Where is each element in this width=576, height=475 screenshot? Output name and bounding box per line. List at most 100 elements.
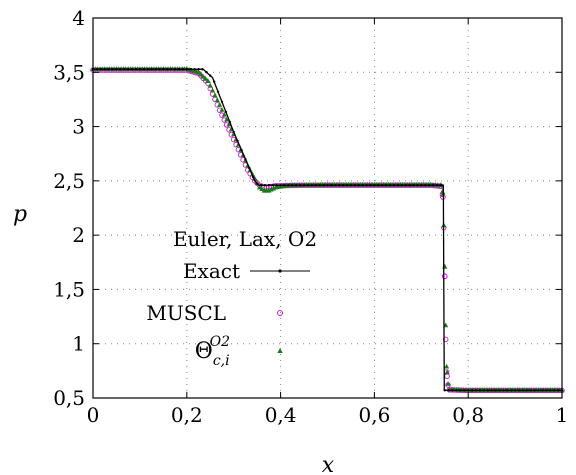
point-exact <box>99 68 103 71</box>
point-exact <box>377 184 380 187</box>
x-axis-label: x <box>322 453 335 475</box>
point-exact <box>216 90 220 93</box>
x-tick-label: 0,6 <box>358 403 390 427</box>
point-exact <box>341 184 345 187</box>
point-theta <box>226 121 232 127</box>
point-exact <box>412 184 415 187</box>
point-exact <box>490 389 493 392</box>
point-exact <box>263 184 267 187</box>
point-exact <box>107 68 110 71</box>
point-exact <box>228 120 231 124</box>
point-exact <box>373 184 376 187</box>
legend-marker-theta <box>277 348 283 353</box>
point-exact <box>205 70 208 74</box>
x-tick-label: 0,2 <box>171 403 203 427</box>
point-exact <box>470 389 474 392</box>
point-exact <box>424 184 427 187</box>
point-exact <box>306 184 310 187</box>
tick-labels: 0 0,2 0,4 0,6 0,8 1 0,5 1 1,5 2 2,5 3 3,5 4 <box>53 6 568 427</box>
point-exact <box>189 68 192 71</box>
point-exact <box>244 157 247 161</box>
legend-label-exact: Exact <box>183 259 240 283</box>
legend: Euler, Lax, O2 Exact MUSCL Θc,iO2 <box>146 227 317 369</box>
legend-marker-exact <box>278 269 282 273</box>
point-exact <box>326 184 329 187</box>
legend-marker-muscl <box>277 310 283 316</box>
point-exact <box>525 389 529 392</box>
x-tick-label: 0 <box>87 403 100 427</box>
point-exact <box>142 68 146 71</box>
legend-label-theta: Θc,iO2 <box>195 334 230 369</box>
point-exact <box>431 184 435 187</box>
point-theta <box>259 186 265 191</box>
x-tick-label: 0,4 <box>265 403 297 427</box>
point-exact <box>310 184 314 187</box>
point-exact <box>197 68 200 71</box>
point-exact <box>291 184 294 187</box>
point-exact <box>177 68 181 71</box>
exact-line <box>93 68 562 391</box>
point-exact <box>232 130 235 134</box>
point-exact <box>103 68 106 71</box>
point-exact <box>295 184 298 187</box>
x-tick-label: 1 <box>556 403 569 427</box>
point-theta <box>444 369 450 375</box>
point-exact <box>166 68 169 71</box>
point-exact <box>556 389 560 392</box>
point-exact <box>451 389 454 392</box>
point-exact <box>345 184 349 187</box>
point-exact <box>236 139 239 143</box>
point-exact <box>119 68 122 71</box>
point-muscl <box>442 336 449 343</box>
point-exact <box>498 389 501 392</box>
point-theta <box>205 78 211 83</box>
point-exact <box>404 184 407 187</box>
point-exact <box>400 184 403 187</box>
point-exact <box>169 68 173 71</box>
y-tick-label: 3,5 <box>53 60 85 84</box>
point-theta <box>198 71 204 77</box>
point-exact <box>123 68 126 71</box>
point-exact <box>181 68 185 71</box>
point-exact <box>396 184 400 187</box>
point-exact <box>506 389 509 392</box>
point-exact <box>271 184 274 187</box>
y-tick-label: 1,5 <box>53 277 85 301</box>
point-exact <box>212 80 216 83</box>
point-exact <box>416 184 419 187</box>
point-exact <box>494 389 497 392</box>
point-exact <box>193 68 196 71</box>
point-exact <box>267 184 271 187</box>
point-exact <box>467 389 470 392</box>
point-exact <box>537 389 540 392</box>
point-exact <box>255 182 259 185</box>
point-exact <box>361 184 364 187</box>
x-tick-label: 0,8 <box>452 403 484 427</box>
point-exact <box>502 389 505 392</box>
point-theta <box>219 106 225 112</box>
point-exact <box>115 68 118 71</box>
point-exact <box>427 184 431 187</box>
point-exact <box>334 184 337 187</box>
point-exact <box>381 184 384 187</box>
point-exact <box>338 184 341 187</box>
point-exact <box>482 389 486 392</box>
point-exact <box>478 389 482 392</box>
point-exact <box>439 184 443 187</box>
y-tick-label: 4 <box>72 6 85 30</box>
point-exact <box>447 389 450 392</box>
point-exact <box>252 176 255 179</box>
point-muscl <box>444 373 450 380</box>
point-exact <box>517 389 521 392</box>
point-theta <box>210 87 216 93</box>
point-exact <box>287 184 290 187</box>
point-theta <box>207 82 213 88</box>
point-exact <box>353 184 357 187</box>
y-tick-label: 2,5 <box>53 169 85 193</box>
point-theta <box>224 116 230 122</box>
point-exact <box>420 184 423 187</box>
point-exact <box>283 184 286 187</box>
point-exact <box>541 389 544 392</box>
y-tick-label: 3 <box>72 115 85 139</box>
